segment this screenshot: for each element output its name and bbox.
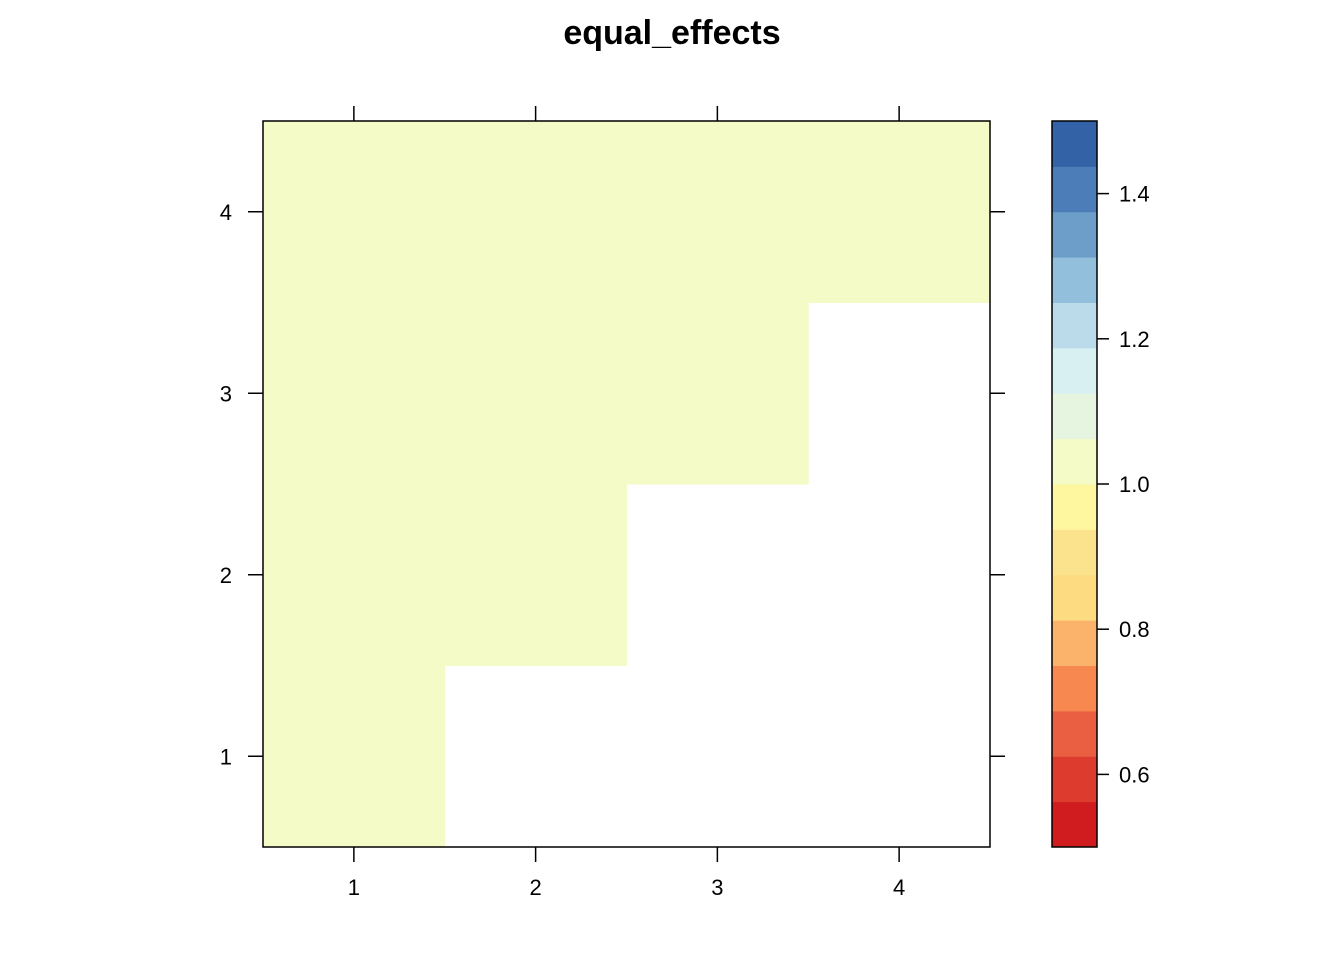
heatmap-cells	[263, 121, 991, 848]
colorbar-segment	[1052, 801, 1097, 848]
chart-title: equal_effects	[563, 14, 780, 52]
colorbar-segment	[1052, 257, 1097, 303]
colorbar-segment	[1052, 529, 1097, 576]
colorbar-segment	[1052, 121, 1097, 167]
axes: 1 2 3 4 1 2 3 4	[220, 106, 1005, 900]
heatmap-cell	[263, 121, 446, 303]
colorbar-segment	[1052, 756, 1097, 803]
colorbar-segment	[1052, 710, 1097, 757]
heatmap-cell	[444, 121, 627, 303]
y-tick-label: 3	[220, 381, 232, 406]
colorbar-tick-label: 1.4	[1119, 182, 1150, 207]
plot-frame	[262, 120, 991, 848]
colorbar-segment	[1052, 166, 1097, 213]
colorbar-tick-label: 0.6	[1119, 762, 1150, 787]
colorbar-segment	[1052, 620, 1097, 666]
heatmap-cell	[626, 121, 809, 303]
colorbar-segment	[1052, 574, 1097, 621]
colorbar-tick-label: 1.0	[1119, 472, 1150, 497]
heatmap-cell	[444, 302, 627, 485]
heatmap-cell	[263, 302, 446, 485]
colorbar-segment	[1052, 211, 1097, 258]
colorbar-tick-label: 1.2	[1119, 327, 1150, 352]
x-tick-label: 2	[530, 875, 542, 900]
colorbar-segment	[1052, 438, 1097, 485]
heatmap-cell	[263, 665, 446, 848]
colorbar: 0.6 0.8 1.0 1.2 1.4	[1051, 120, 1150, 848]
colorbar-segment	[1052, 347, 1097, 394]
x-tick-label: 3	[711, 875, 723, 900]
colorbar-segment	[1052, 302, 1097, 349]
colorbar-segment	[1052, 665, 1097, 712]
heatmap-cell	[626, 302, 809, 485]
colorbar-segment	[1052, 484, 1097, 530]
heatmap-cell	[444, 484, 627, 666]
y-tick-label: 2	[220, 563, 232, 588]
y-tick-label: 1	[220, 744, 232, 769]
heatmap-cell	[263, 484, 446, 666]
heatmap-cell	[808, 121, 991, 303]
x-tick-label: 1	[348, 875, 360, 900]
colorbar-tick-label: 0.8	[1119, 617, 1150, 642]
y-tick-label: 4	[220, 200, 232, 225]
colorbar-segment	[1052, 393, 1097, 440]
x-tick-label: 4	[893, 875, 905, 900]
